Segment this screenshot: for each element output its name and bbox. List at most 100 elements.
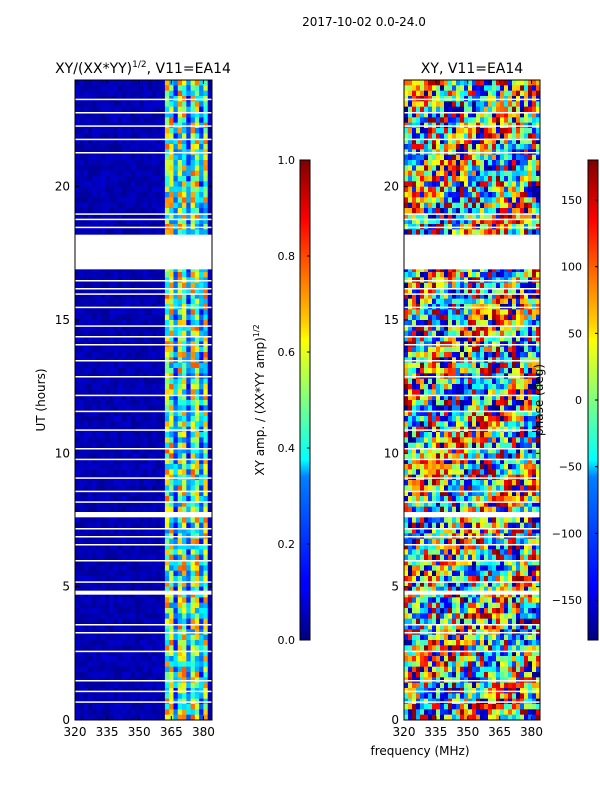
heatmap-cell [143,432,149,438]
heatmap-cell [139,138,144,145]
heatmap-cell [164,362,170,369]
heatmap-cell [203,378,209,385]
heatmap-cell [83,592,89,598]
heatmap-cell [207,352,213,358]
heatmap-cell [182,213,187,220]
heatmap-cell [536,165,541,172]
heatmap-cell [113,714,119,721]
heatmap-cell [186,410,191,417]
heatmap-cell [75,485,80,492]
heatmap-cell [416,133,421,140]
heatmap-cell [83,602,89,609]
heatmap-cell [408,80,413,86]
flagged-line [75,336,212,338]
heatmap-cell [92,101,97,108]
heatmap-cell [75,442,80,449]
heatmap-cell [96,682,102,689]
heatmap-cell [460,165,465,172]
heatmap-cell [460,112,465,118]
heatmap-cell [113,288,119,294]
heatmap-cell [87,549,93,556]
heatmap-cell [484,165,489,172]
heatmap-cell [164,320,170,326]
heatmap-cell [139,618,144,625]
heatmap-cell [87,80,93,86]
heatmap-cell [190,432,196,438]
heatmap-cell [75,490,80,497]
heatmap-cell [134,144,140,150]
heatmap-cell [440,170,445,177]
heatmap-cell [83,538,89,545]
heatmap-cell [173,165,179,172]
heatmap-cell [186,80,191,86]
heatmap-cell [100,709,106,716]
heatmap-cell [203,181,209,188]
heatmap-cell [500,213,505,220]
flagged-line [75,448,212,450]
heatmap-cell [199,85,204,92]
heatmap-cell [169,176,174,182]
heatmap-cell [207,645,213,652]
heatmap-cell [173,544,179,550]
heatmap-cell [96,165,102,172]
heatmap-cell [164,112,170,118]
heatmap-cell [83,693,89,700]
heatmap-cell [100,682,106,689]
heatmap-cell [164,421,170,428]
heatmap-cell [83,266,89,273]
heatmap-cell [207,133,213,140]
heatmap-cell [524,218,529,225]
heatmap-cell [92,469,97,476]
heatmap-cell [536,80,541,86]
heatmap-cell [160,437,166,444]
heatmap-cell [75,645,80,652]
heatmap-cell [130,320,136,326]
heatmap-cell [152,496,157,502]
heatmap-cell [420,229,425,236]
heatmap-cell [169,645,174,652]
heatmap-cell [199,608,204,614]
heatmap-cell [156,522,162,529]
heatmap-cell [164,560,170,566]
heatmap-cell [173,170,179,177]
heatmap-cell [472,181,477,188]
heatmap-cell [75,453,80,460]
heatmap-cell [173,693,179,700]
heatmap-cell [484,202,489,209]
heatmap-cell [126,496,132,502]
heatmap-cell [512,85,517,92]
heatmap-cell [143,229,149,236]
heatmap-cell [456,112,461,118]
heatmap-cell [143,528,149,534]
heatmap-cell [75,384,80,390]
heatmap-cell [173,378,179,385]
heatmap-cell [75,597,80,604]
heatmap-cell [130,661,136,668]
heatmap-cell [160,485,166,492]
heatmap-cell [109,282,114,289]
heatmap-cell [139,517,144,524]
heatmap-cell [182,704,187,710]
heatmap-cell [177,309,183,316]
heatmap-cell [130,608,136,614]
heatmap-cell [203,581,209,588]
heatmap-cell [207,309,213,316]
heatmap-cell [173,421,179,428]
heatmap-cell [472,229,477,236]
heatmap-cell [169,192,174,198]
heatmap-cell [484,160,489,166]
heatmap-cell [109,693,114,700]
heatmap-cell [117,389,123,396]
heatmap-cell [169,213,174,220]
heatmap-cell [122,202,127,209]
heatmap-cell [109,549,114,556]
heatmap-cell [207,704,213,710]
heatmap-cell [152,624,157,630]
heatmap-cell [207,320,213,326]
heatmap-cell [207,272,213,278]
heatmap-cell [190,266,196,273]
heatmap-cell [203,293,209,300]
heatmap-cell [412,154,417,161]
heatmap-cell [143,453,149,460]
heatmap-cell [404,218,409,225]
